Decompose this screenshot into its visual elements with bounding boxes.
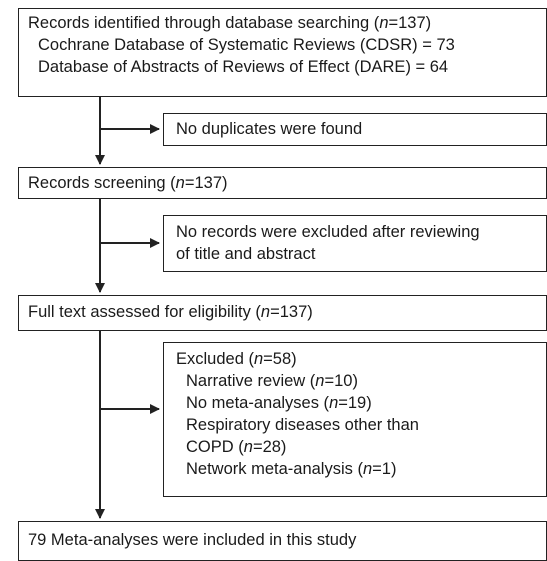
- screening-excluded-line2: of title and abstract: [176, 245, 316, 263]
- screening-text: Records screening (n=137): [28, 174, 228, 192]
- excluded-title: Excluded (n=58): [176, 350, 297, 368]
- fulltext-box: Full text assessed for eligibility (n=13…: [18, 295, 547, 331]
- excluded-reason-narrative: Narrative review (n=10): [186, 372, 358, 390]
- excluded-box: Excluded (n=58) Narrative review (n=10) …: [163, 342, 547, 497]
- excluded-reason-copd: COPD (n=28): [186, 438, 287, 456]
- identified-source-cdsr: Cochrane Database of Systematic Reviews …: [38, 36, 455, 54]
- excluded-reason-network: Network meta-analysis (n=1): [186, 460, 397, 478]
- excluded-reason-respiratory: Respiratory diseases other than: [186, 416, 419, 434]
- included-box: 79 Meta-analyses were included in this s…: [18, 521, 547, 561]
- duplicates-text: No duplicates were found: [176, 120, 363, 138]
- screening-excluded-box: No records were excluded after reviewing…: [163, 215, 547, 272]
- identified-source-dare: Database of Abstracts of Reviews of Effe…: [38, 58, 449, 76]
- fulltext-text: Full text assessed for eligibility (n=13…: [28, 303, 313, 321]
- included-text: 79 Meta-analyses were included in this s…: [28, 531, 357, 549]
- identified-title: Records identified through database sear…: [28, 14, 432, 32]
- duplicates-box: No duplicates were found: [163, 113, 547, 146]
- screening-excluded-line1: No records were excluded after reviewing: [176, 223, 480, 241]
- identified-box: Records identified through database sear…: [18, 8, 547, 97]
- excluded-reason-no-meta: No meta-analyses (n=19): [186, 394, 372, 412]
- screening-box: Records screening (n=137): [18, 167, 547, 199]
